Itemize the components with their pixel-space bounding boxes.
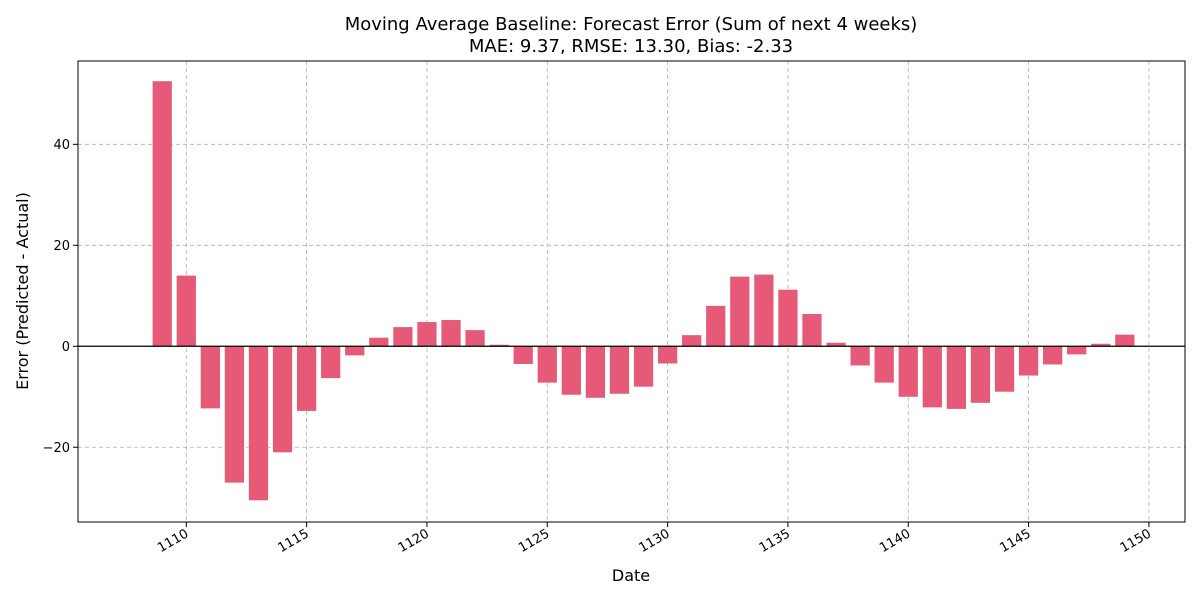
bar — [465, 330, 485, 347]
bar — [1067, 346, 1087, 355]
bar — [850, 346, 870, 366]
bar — [994, 346, 1015, 392]
y-tick-label: 40 — [53, 138, 70, 153]
y-tick-label: 0 — [62, 340, 70, 355]
x-axis-ticks: 1110 1115 1120 1125 1130 1135 1140 1145 1150 — [155, 522, 1154, 556]
bar — [657, 346, 678, 364]
bar — [633, 346, 654, 387]
bar — [682, 335, 702, 347]
x-tick-label: 1130 — [636, 526, 672, 556]
bar — [224, 346, 245, 483]
bar — [369, 337, 389, 347]
x-axis-label: Date — [612, 566, 650, 585]
x-tick-label: 1120 — [396, 526, 432, 556]
bar — [1018, 346, 1039, 376]
y-axis-label: Error (Predicted - Actual) — [13, 192, 32, 390]
bar — [489, 344, 509, 347]
y-axis-ticks: −20 0 20 40 — [43, 138, 78, 456]
bar — [321, 346, 341, 379]
bar — [730, 276, 750, 347]
bar — [272, 346, 293, 453]
bar — [922, 346, 942, 408]
bar — [1043, 346, 1063, 365]
x-tick-label: 1125 — [516, 526, 552, 556]
bar — [393, 327, 413, 347]
bar — [754, 274, 774, 347]
bar — [946, 346, 967, 409]
bar — [200, 346, 220, 409]
bar — [898, 346, 918, 397]
x-tick-label: 1145 — [997, 526, 1033, 556]
y-tick-label: −20 — [43, 441, 70, 456]
bar — [176, 275, 196, 347]
chart-title: Moving Average Baseline: Forecast Error … — [345, 14, 918, 35]
bar — [609, 346, 630, 394]
bar — [417, 322, 437, 347]
bar — [778, 289, 798, 347]
bar — [585, 346, 606, 398]
bar — [345, 346, 365, 356]
grid — [78, 61, 1185, 522]
bar — [826, 342, 846, 347]
bar — [802, 313, 822, 347]
x-tick-label: 1115 — [275, 526, 311, 556]
bar — [441, 320, 461, 347]
bar — [706, 305, 726, 347]
y-tick-label: 20 — [53, 239, 70, 254]
bar — [874, 346, 894, 383]
chart-subtitle: MAE: 9.37, RMSE: 13.30, Bias: -2.33 — [469, 36, 793, 57]
bar — [1091, 343, 1111, 347]
bar — [152, 81, 172, 347]
x-tick-label: 1150 — [1118, 526, 1154, 556]
x-tick-label: 1135 — [757, 526, 793, 556]
bar — [1115, 334, 1135, 347]
x-tick-label: 1110 — [155, 526, 191, 556]
bar-series — [152, 81, 1135, 501]
bar — [296, 346, 317, 411]
x-tick-label: 1140 — [877, 526, 913, 556]
bar — [561, 346, 581, 395]
bar — [248, 346, 269, 501]
bar — [970, 346, 991, 403]
bar — [537, 346, 557, 383]
bar — [513, 346, 533, 364]
plot-frame — [77, 60, 1186, 523]
